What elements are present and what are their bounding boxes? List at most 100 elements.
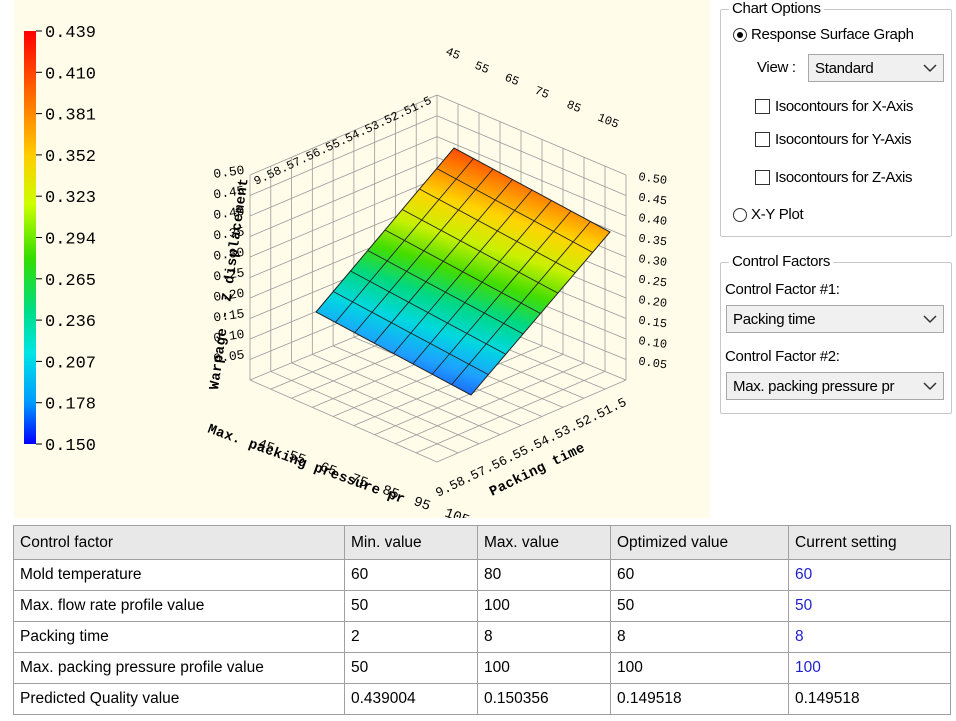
surface-plot: 0.439 0.410 0.381 0.352 0.323 0.294 0.265 0.236… xyxy=(24,24,668,518)
grid-line xyxy=(249,177,438,258)
surface-grid-line xyxy=(451,221,591,385)
x-tick-label: 65 xyxy=(318,460,339,481)
cell-optimized: 100 xyxy=(610,652,789,684)
cell-max: 80 xyxy=(477,559,611,591)
cell-optimized: 8 xyxy=(610,621,789,653)
col-header-control-factor[interactable]: Control factor xyxy=(13,525,345,560)
colorbar xyxy=(24,31,36,444)
view-label: View : xyxy=(757,59,796,76)
surface-grid-line xyxy=(431,210,572,375)
colorbar-tick-label: 0.381 xyxy=(45,107,96,126)
colorbar-tick-label: 0.352 xyxy=(45,148,96,167)
chevron-down-icon xyxy=(923,382,937,391)
iso-x-checkbox[interactable]: Isocontours for X-Axis xyxy=(755,98,913,115)
cell-optimized: 50 xyxy=(610,590,789,622)
z-tick-label: 0.20 xyxy=(212,286,245,305)
xy-plot-label: X-Y Plot xyxy=(751,206,804,223)
top-x-tick-label: 85 xyxy=(565,98,584,116)
chart-options-group: Chart Options Response Surface Graph Vie… xyxy=(720,0,952,237)
z-tick-label-right: 0.45 xyxy=(637,191,667,209)
response-surface-radio[interactable]: Response Surface Graph xyxy=(733,26,914,43)
table-header-row: Control factor Min. value Max. value Opt… xyxy=(13,525,951,560)
x-tick-label: 45 xyxy=(255,437,276,458)
grid-line xyxy=(395,362,585,445)
chart-options-title: Chart Options xyxy=(729,0,824,17)
radio-selected-icon[interactable] xyxy=(733,27,747,42)
col-header-optimized[interactable]: Optimized value xyxy=(610,525,789,560)
cell-min: 50 xyxy=(344,652,478,684)
table-row: Max. packing pressure profile value 50 1… xyxy=(13,652,951,684)
grid-line xyxy=(249,115,438,196)
axis-edge xyxy=(436,379,627,463)
grid-line xyxy=(416,371,606,454)
z-tick-label: 0.45 xyxy=(212,183,245,202)
checkbox-icon[interactable] xyxy=(755,132,770,147)
cell-max: 8 xyxy=(477,621,611,653)
response-surface-label: Response Surface Graph xyxy=(751,26,914,43)
surface-grid-line xyxy=(384,229,541,314)
y-tick-labels: 9.58.57.56.55.54.53.52.51.5 xyxy=(433,395,629,501)
grid-line xyxy=(436,115,627,196)
z-tick-label: 0.05 xyxy=(212,347,245,366)
cell-max: 100 xyxy=(477,590,611,622)
cell-optimized: 60 xyxy=(610,559,789,591)
cell-min: 2 xyxy=(344,621,478,653)
cell-min: 50 xyxy=(344,590,478,622)
col-header-current[interactable]: Current setting xyxy=(788,525,951,560)
z-tick-label: 0.50 xyxy=(212,163,245,182)
cf2-select[interactable]: Max. packing pressure pr xyxy=(726,372,944,400)
cf1-select[interactable]: Packing time xyxy=(726,305,944,333)
iso-z-label: Isocontours for Z-Axis xyxy=(775,169,913,186)
colorbar-tick-label: 0.236 xyxy=(45,313,96,332)
top-x-tick-label: 45 xyxy=(444,45,463,63)
xy-plot-radio[interactable]: X-Y Plot xyxy=(733,206,804,223)
axis-edge xyxy=(436,94,627,176)
table-row: Max. flow rate profile value 50 100 50 5… xyxy=(13,590,951,622)
top-x-tick-label: 65 xyxy=(503,71,522,89)
grid-line xyxy=(353,345,543,426)
plot-area: 0.439 0.410 0.381 0.352 0.323 0.294 0.265 0.236… xyxy=(14,0,710,518)
cell-factor: Max. packing pressure profile value xyxy=(13,652,345,684)
cell-min: 60 xyxy=(344,559,478,591)
z-tick-label: 0.15 xyxy=(212,306,245,325)
x-tick-label: 85 xyxy=(380,483,401,504)
z-tick-label: 0.30 xyxy=(212,245,245,264)
z-tick-label: 0.40 xyxy=(212,204,245,223)
checkbox-icon[interactable] xyxy=(755,99,770,114)
cell-current-setting[interactable]: 8 xyxy=(788,621,951,653)
iso-x-label: Isocontours for X-Axis xyxy=(775,98,913,115)
grid-line xyxy=(332,345,522,426)
colorbar-tick-label: 0.294 xyxy=(45,231,96,250)
iso-z-checkbox[interactable]: Isocontours for Z-Axis xyxy=(755,169,912,186)
cell-optimized: 0.149518 xyxy=(610,683,789,715)
checkbox-icon[interactable] xyxy=(755,170,770,185)
grid-line xyxy=(249,136,438,217)
z-tick-label-right: 0.35 xyxy=(637,232,667,250)
view-select[interactable]: Standard xyxy=(808,54,944,82)
cell-max: 0.150356 xyxy=(477,683,611,715)
colorbar-tick-label: 0.150 xyxy=(45,437,96,456)
col-header-max[interactable]: Max. value xyxy=(477,525,611,560)
grid-line xyxy=(249,157,438,237)
top-x-tick-label: 55 xyxy=(473,59,492,77)
grid-line xyxy=(374,353,564,436)
radio-unselected-icon[interactable] xyxy=(733,207,747,222)
iso-y-checkbox[interactable]: Isocontours for Y-Axis xyxy=(755,131,912,148)
top-x-tick-label: 75 xyxy=(533,84,552,102)
cell-factor: Packing time xyxy=(13,621,345,653)
grid-line xyxy=(270,371,459,454)
grid-line xyxy=(291,362,480,445)
z-tick-label: 0.25 xyxy=(212,265,245,284)
cell-current-setting[interactable]: 50 xyxy=(788,590,951,622)
x-tick-label: 95 xyxy=(411,494,432,515)
cell-current-setting[interactable]: 100 xyxy=(788,652,951,684)
surface-grid-line xyxy=(419,188,576,274)
cell-current-setting[interactable]: 60 xyxy=(788,559,951,591)
cell-factor: Predicted Quality value xyxy=(13,683,345,715)
col-header-min[interactable]: Min. value xyxy=(344,525,478,560)
cell-min: 0.439004 xyxy=(344,683,478,715)
colorbar-tick-label: 0.207 xyxy=(45,354,96,373)
axis-edge xyxy=(249,94,438,176)
z-tick-label-right: 0.25 xyxy=(637,273,667,291)
z-tick-label-right: 0.30 xyxy=(637,252,667,270)
